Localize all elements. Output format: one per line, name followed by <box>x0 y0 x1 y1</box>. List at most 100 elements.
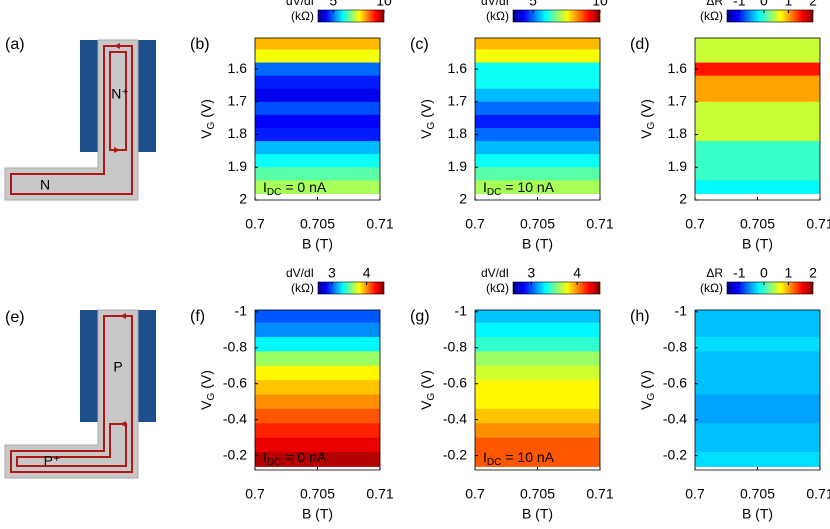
heatmap-row <box>475 351 600 367</box>
y-tick-label: 2 <box>239 191 247 207</box>
heatmap-row <box>255 75 380 90</box>
y-axis-label: VG (V) <box>198 370 217 410</box>
heatmap-row <box>695 88 820 103</box>
colorbar-tick-label: 10 <box>592 0 608 9</box>
x-tick-label: 0.7 <box>465 216 485 232</box>
x-axis-label: B (T) <box>302 506 333 522</box>
y-axis-label-main: V <box>198 129 214 139</box>
colorbar <box>726 281 814 295</box>
annotation-rest: = 10 nA <box>505 179 554 195</box>
y-axis-label-main: V <box>638 400 654 410</box>
x-axis-label: B (T) <box>522 236 553 252</box>
heatmap-row <box>475 88 600 103</box>
colorbar-label: (kΩ) <box>700 9 723 23</box>
y-axis-label-sub: G <box>206 393 217 401</box>
region-label: N <box>40 177 50 193</box>
heatmap-row <box>475 128 600 142</box>
x-tick-label: 0.7 <box>465 486 485 502</box>
colorbar-tick-label: 2 <box>809 0 817 9</box>
annotation-sub: DC <box>487 457 501 468</box>
x-tick-label: 0.7 <box>245 486 265 502</box>
heatmap-row <box>255 380 380 395</box>
heatmap-row <box>475 62 600 77</box>
heatmap-row <box>695 322 820 338</box>
heatmap-row <box>255 62 380 77</box>
heatmap-row <box>475 380 600 395</box>
colorbar-label: dV/dI <box>481 266 509 280</box>
colorbar-tick-label: 4 <box>573 265 581 281</box>
colorbar <box>512 281 601 295</box>
heatmap <box>475 38 600 194</box>
x-tick-label: 0.705 <box>740 216 775 232</box>
colorbar-label: ΔR <box>706 0 723 8</box>
colorbar-tick-label: -1 <box>733 0 746 9</box>
y-tick-label: 1.6 <box>448 60 468 76</box>
heatmap-row <box>475 75 600 90</box>
y-tick-label: 1.9 <box>668 158 688 174</box>
y-tick-label: -1 <box>675 303 688 319</box>
heatmap-row <box>475 336 600 352</box>
colorbar-tick-label: 1 <box>785 265 793 281</box>
y-tick-label: -0.2 <box>223 446 247 462</box>
x-tick-label: 0.705 <box>300 486 335 502</box>
heatmap-row <box>475 437 600 453</box>
heatmap-row <box>475 408 600 424</box>
heatmap-row <box>475 101 600 116</box>
heatmap-row <box>695 75 820 90</box>
heatmap-row <box>255 88 380 103</box>
x-tick-label: 0.71 <box>806 486 830 502</box>
heatmap-row <box>475 154 600 168</box>
colorbar-tick-label: 1 <box>785 0 793 9</box>
y-axis-label-rest: (V) <box>638 370 654 389</box>
y-axis-label: VG (V) <box>638 370 657 410</box>
y-tick-label: 1.7 <box>228 93 248 109</box>
colorbar-label: dV/dI <box>286 266 314 280</box>
y-tick-label: -0.4 <box>223 410 247 426</box>
heatmap-row <box>695 128 820 142</box>
x-tick-label: 0.71 <box>586 216 613 232</box>
x-tick-label: 0.7 <box>245 216 265 232</box>
colorbar <box>512 9 601 23</box>
colorbar-tick-label: 3 <box>527 265 535 281</box>
x-axis-label: B (T) <box>522 506 553 522</box>
heatmap-row <box>475 180 600 194</box>
colorbar-label: ΔR <box>706 266 723 280</box>
heatmap-row <box>475 310 600 324</box>
heatmap-row <box>695 452 820 467</box>
heatmap-row <box>255 322 380 338</box>
heatmap-row <box>475 141 600 155</box>
annotation: IDC = 10 nA <box>483 179 555 198</box>
y-axis-label-sub: G <box>646 122 657 130</box>
heatmap-row <box>695 351 820 367</box>
panel-label: (c) <box>410 36 429 53</box>
y-tick-label: -0.6 <box>223 374 247 390</box>
heatmap-row <box>695 101 820 116</box>
colorbar-tick-label: 0 <box>760 265 768 281</box>
y-axis-label-main: V <box>198 400 214 410</box>
colorbar-label: (kΩ) <box>291 9 314 23</box>
x-tick-label: 0.705 <box>300 216 335 232</box>
annotation-sub: DC <box>267 187 281 198</box>
colorbar-label: (kΩ) <box>291 281 314 295</box>
y-tick-label: 1.8 <box>228 125 248 141</box>
heatmap-row <box>255 437 380 453</box>
y-axis-label-rest: (V) <box>418 370 434 389</box>
annotation-main: I <box>483 449 487 465</box>
y-tick-label: -0.4 <box>663 410 687 426</box>
x-tick-label: 0.71 <box>366 216 393 232</box>
heatmap <box>255 310 380 467</box>
annotation: IDC = 0 nA <box>263 449 327 468</box>
heatmap <box>475 310 600 467</box>
y-tick-label: -0.6 <box>663 374 687 390</box>
annotation-rest: = 10 nA <box>505 449 554 465</box>
y-tick-label: 1.6 <box>668 60 688 76</box>
colorbar-label: dV/dI <box>286 0 314 8</box>
heatmap <box>695 310 820 467</box>
x-axis-label: B (T) <box>742 236 773 252</box>
y-tick-label: -1 <box>235 303 248 319</box>
x-tick-label: 0.71 <box>366 486 393 502</box>
x-tick-label: 0.705 <box>520 216 555 232</box>
y-tick-label: 1.9 <box>448 158 468 174</box>
y-axis-label-rest: (V) <box>638 99 654 118</box>
